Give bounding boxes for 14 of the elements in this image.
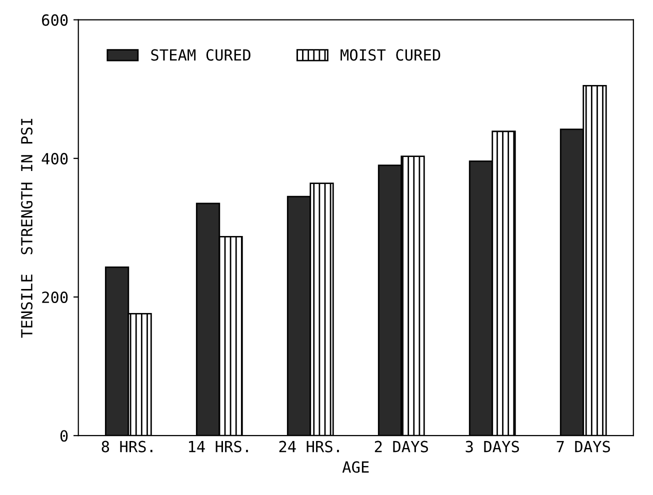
x-axis-title: AGE xyxy=(342,461,369,473)
legend-label: STEAM CURED xyxy=(151,49,250,61)
y-axis-title: TENSILE STRENGTH IN PSI xyxy=(20,118,33,338)
y-tick-label: 200 xyxy=(42,292,68,304)
x-tick-label: 24 HRS. xyxy=(279,440,339,452)
y-tick-label: 0 xyxy=(60,430,68,442)
x-tick-label: 3 DAYS xyxy=(466,440,519,452)
x-tick-label: 14 HRS. xyxy=(189,440,248,452)
x-tick-label: 8 HRS. xyxy=(102,440,152,452)
x-tick-label: 2 DAYS xyxy=(374,440,428,452)
x-tick-label: 7 DAYS xyxy=(556,440,610,452)
y-tick-label: 400 xyxy=(42,152,68,164)
y-tick-label: 600 xyxy=(42,14,68,26)
legend-label: MOIST CURED xyxy=(340,49,440,61)
